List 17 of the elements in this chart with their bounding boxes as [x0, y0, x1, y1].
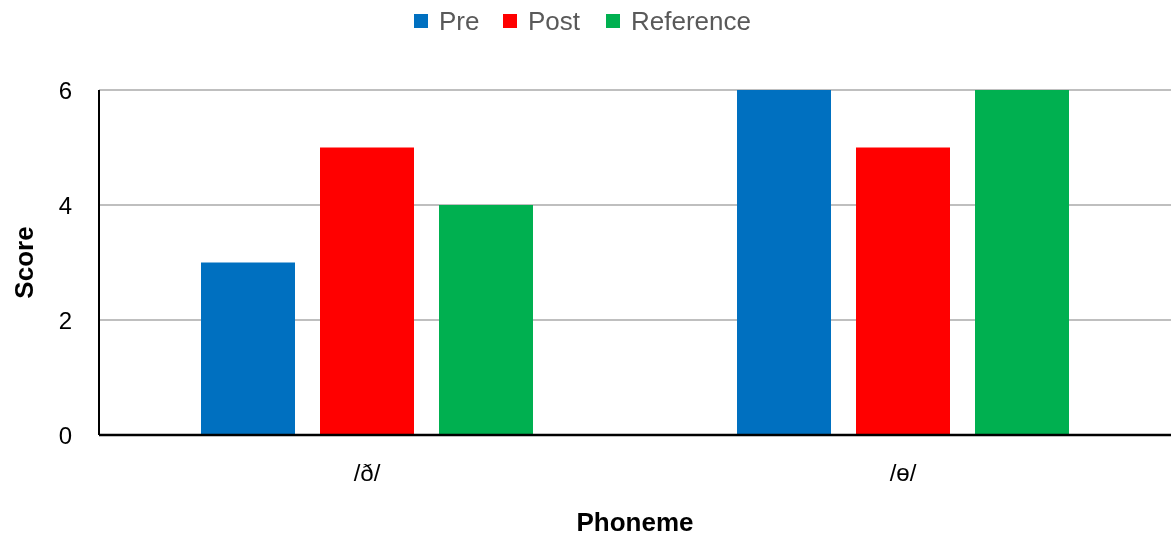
legend-label: Post	[528, 5, 581, 36]
y-tick-label: 6	[58, 76, 72, 104]
y-tick-label: 4	[58, 191, 72, 219]
x-axis-title: Phoneme	[576, 507, 694, 537]
legend-label: Pre	[439, 5, 480, 36]
x-tick-label: /ɵ/	[889, 459, 917, 486]
x-tick-label: /ð/	[353, 459, 381, 486]
bar	[737, 90, 831, 435]
bar	[975, 90, 1069, 435]
bar	[856, 147, 950, 435]
legend-label: Reference	[631, 5, 751, 36]
y-axis-title: Score	[9, 226, 39, 299]
y-tick-label: 0	[58, 421, 72, 449]
bar	[439, 205, 533, 435]
bar	[320, 147, 414, 435]
y-tick-label: 2	[58, 306, 72, 334]
bar	[201, 262, 295, 435]
